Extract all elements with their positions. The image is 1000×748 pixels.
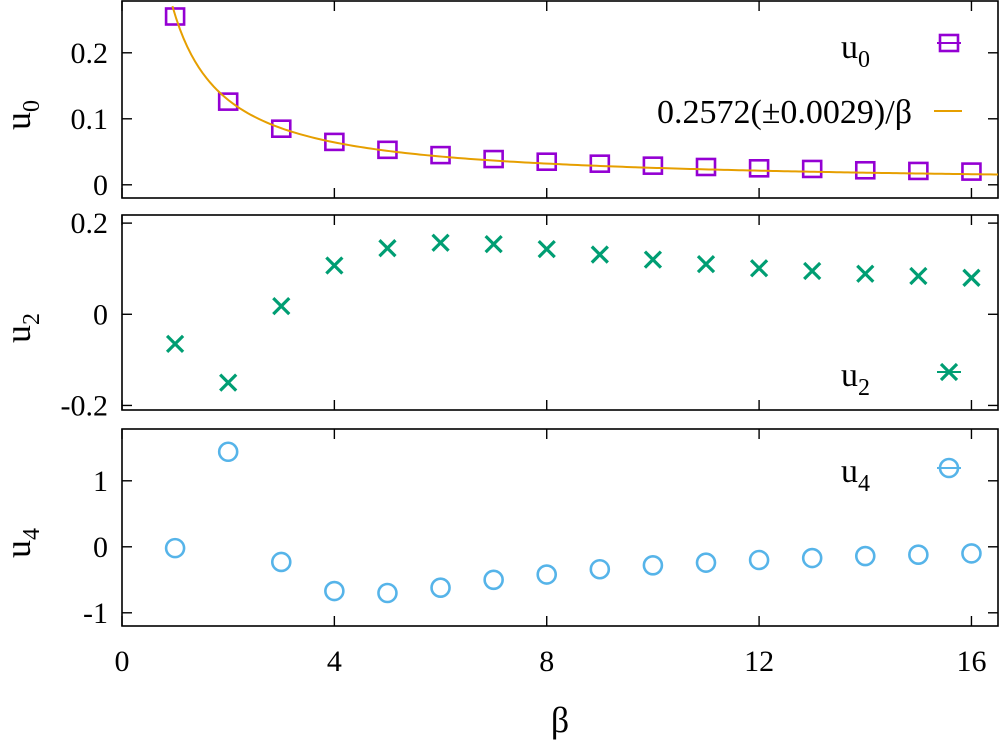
bottom-data-point [536,564,558,585]
bottom-data-point [961,543,982,564]
middle-ytick-label: 0.2 [71,207,109,240]
bottom-data-point [164,537,186,559]
bottom-ylabel: u4 [0,528,45,558]
bottom-ytick-label: -1 [83,597,108,630]
bottom-data-point [801,547,823,569]
xtick-label: 8 [539,645,554,678]
bottom-data-point [854,545,876,567]
legend-u0-label-sub: 0 [858,47,870,73]
xtick-label: 12 [744,645,774,678]
top-ylabel-base: u [0,112,38,130]
middle-data-point [431,233,450,252]
top-data-point [854,160,876,180]
xtick-label: 0 [115,645,130,678]
bottom-plot-frame [121,428,999,627]
top-data-point [164,7,186,26]
bottom-ylabel-sub: 4 [19,528,45,540]
top-data-point [961,162,982,181]
xtick-label: 16 [956,645,986,678]
middle-data-point [643,250,663,269]
top-data-point [642,156,664,175]
middle-data-point [749,259,769,278]
top-data-point [324,132,345,152]
legend-u0-label-base: u [841,29,858,66]
legend-u4-marker [938,457,960,479]
middle-data-point [909,266,928,286]
top-data-point [695,157,717,177]
bottom-ylabel-base: u [0,540,38,558]
middle-ylabel: u2 [0,313,45,343]
middle-data-point [325,256,344,275]
top-ylabel-sub: 0 [19,100,45,112]
middle-data-point [590,245,609,264]
top-data-point [270,119,292,138]
xtick-label: 4 [327,645,342,678]
bottom-data-point [217,441,239,463]
middle-ylabel-base: u [0,325,38,343]
top-data-point [908,161,929,181]
top-data-point [748,159,770,178]
middle-data-point [219,373,238,392]
top-data-point [217,92,239,111]
top-data-point [801,159,823,179]
middle-ytick-label: 0 [93,298,108,331]
middle-data-point [537,239,556,259]
legend-u0-marker [938,33,960,53]
legend-u2-label-base: u [841,357,858,394]
top-ytick-label: 0.2 [71,37,109,70]
legend-u2-label-sub: 2 [858,375,870,401]
middle-data-point [165,334,185,354]
middle-ytick-label: -0.2 [61,389,109,422]
middle-data-point [856,264,875,283]
bottom-data-point [642,554,664,576]
bottom-data-point [270,551,292,573]
middle-data-point [484,234,503,254]
bottom-data-point [483,569,504,591]
x-axis-label: β [551,700,569,740]
bottom-data-point [908,544,929,566]
legend-u0-label: u0 [841,29,870,73]
middle-plot-frame [121,214,999,411]
top-plot-frame [121,0,999,199]
top-ylabel: u0 [0,100,45,130]
middle-data-point [272,296,291,316]
bottom-data-point [748,549,770,571]
top-ytick-label: 0 [93,169,108,202]
bottom-ytick-label: 0 [93,531,108,564]
bottom-data-point [695,552,717,573]
legend-u2-label: u2 [841,357,870,401]
top-data-point [483,149,504,169]
top-data-point [589,154,611,173]
legend-u4-label: u4 [841,453,870,497]
bottom-data-point [430,577,451,599]
middle-ylabel-sub: 2 [19,313,45,325]
fit-curve [171,5,999,176]
middle-data-point [962,268,981,287]
legend-u4-label-base: u [841,453,858,490]
bottom-data-point [324,580,345,602]
middle-data-point [378,239,397,258]
legend-u2-marker [939,362,959,382]
bottom-ytick-label: 1 [93,465,108,498]
legend-u4-label-sub: 4 [858,471,870,497]
bottom-data-point [377,582,398,604]
top-data-point [536,152,558,171]
middle-data-point [803,261,822,281]
top-ytick-label: 0.1 [71,103,109,136]
bottom-data-point [589,558,611,580]
legend-fit-label: 0.2572(±0.0029)/β [657,94,912,131]
middle-data-point [696,255,716,274]
